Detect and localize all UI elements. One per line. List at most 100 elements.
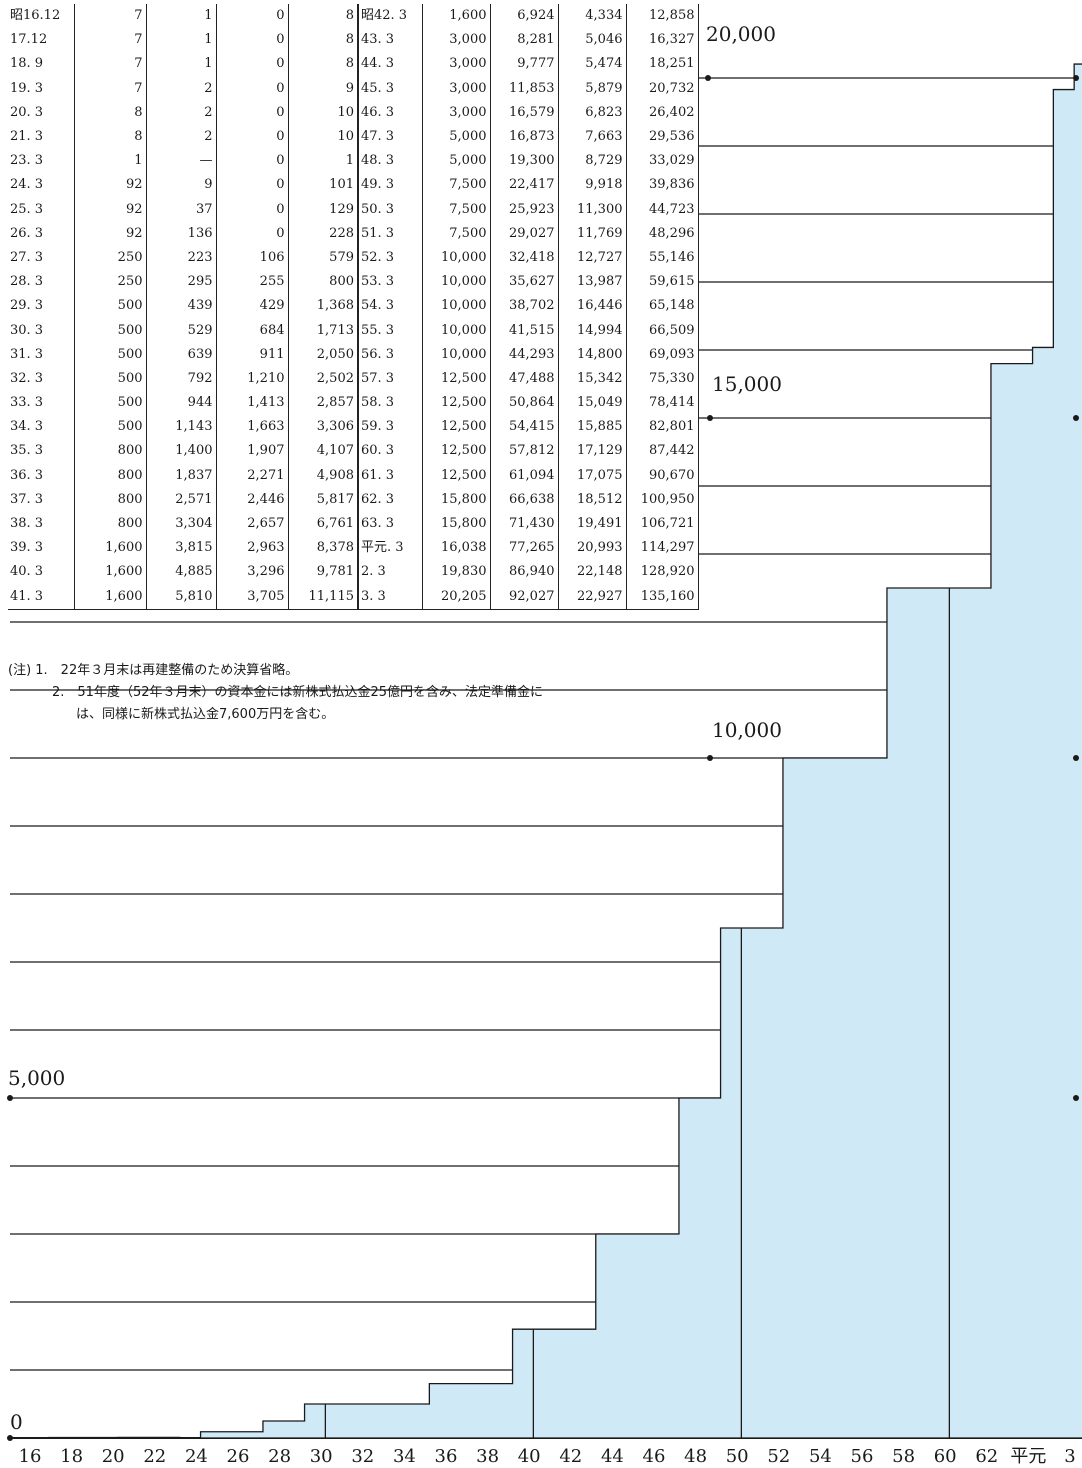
left-cell-b: 3,304 <box>146 511 217 537</box>
left-cell-a: 7 <box>74 52 147 77</box>
left-cell-d: 4,908 <box>288 463 359 488</box>
left-cell-c: 0 <box>216 76 289 101</box>
left-cell-date: 29. 3 <box>8 294 75 319</box>
left-cell-c: 1,907 <box>216 439 289 464</box>
y-tick-label-0: 0 <box>8 1410 25 1434</box>
left-cell-d: 8 <box>288 4 359 29</box>
left-cell-d: 8,378 <box>288 536 359 561</box>
left-cell-c: 1,210 <box>216 366 289 391</box>
right-cell-c: 19,491 <box>558 511 627 537</box>
y-tick-label-15000: 15,000 <box>710 372 784 396</box>
left-cell-d: 2,857 <box>288 391 359 416</box>
x-tick-label: 52 <box>767 1446 790 1467</box>
right-cell-a: 10,000 <box>422 270 491 295</box>
capital-reserves-table: 昭16.12 7 1 0 8 昭42. 3 1,600 6,924 4,334 12,858 17.… <box>8 4 699 610</box>
table-row: 昭16.12 7 1 0 8 昭42. 3 1,600 6,924 4,334 12,858 <box>8 4 699 29</box>
left-cell-date: 17.12 <box>8 28 75 53</box>
right-cell-c: 15,049 <box>558 391 627 416</box>
left-cell-date: 26. 3 <box>8 221 75 246</box>
table-row: 30. 3 500 529 684 1,713 55. 3 10,000 41,515 14,9… <box>8 318 699 343</box>
left-cell-date: 25. 3 <box>8 197 75 222</box>
y-tick-label-5000: 5,000 <box>6 1066 68 1090</box>
left-cell-a: 1,600 <box>74 560 147 585</box>
right-cell-c: 8,729 <box>558 149 627 174</box>
table-body: 昭16.12 7 1 0 8 昭42. 3 1,600 6,924 4,334 12,858 17.… <box>8 4 699 610</box>
right-cell-d: 66,509 <box>626 318 699 343</box>
right-cell-b: 41,515 <box>490 318 559 343</box>
right-cell-d: 106,721 <box>626 511 699 537</box>
y-axis-markers <box>7 75 1079 1441</box>
left-cell-a: 500 <box>74 342 147 367</box>
right-cell-d: 12,858 <box>626 4 699 29</box>
table-row: 39. 3 1,600 3,815 2,963 8,378 平元. 3 16,038 77,2… <box>8 536 699 561</box>
right-cell-d: 65,148 <box>626 294 699 319</box>
right-cell-b: 86,940 <box>490 560 559 585</box>
x-tick-label: 24 <box>185 1446 208 1467</box>
right-cell-d: 20,732 <box>626 76 699 101</box>
x-tick-label: 56 <box>851 1446 874 1467</box>
x-tick-label: 58 <box>892 1446 915 1467</box>
right-cell-date: 54. 3 <box>358 294 423 319</box>
left-cell-date: 32. 3 <box>8 366 75 391</box>
right-cell-c: 12,727 <box>558 245 627 271</box>
right-cell-d: 87,442 <box>626 439 699 464</box>
left-cell-date: 33. 3 <box>8 391 75 416</box>
left-cell-b: — <box>146 149 217 174</box>
right-cell-date: 63. 3 <box>358 511 423 537</box>
table-row: 17.12 7 1 0 8 43. 3 3,000 8,281 5,046 16,327 <box>8 28 699 53</box>
y-axis-marker-dot <box>1073 75 1079 81</box>
x-tick-label: 18 <box>60 1446 83 1467</box>
left-cell-a: 500 <box>74 294 147 319</box>
x-tick-label: 48 <box>684 1446 707 1467</box>
left-cell-c: 0 <box>216 52 289 77</box>
left-cell-b: 1 <box>146 52 217 77</box>
left-cell-a: 500 <box>74 318 147 343</box>
left-cell-a: 92 <box>74 221 147 246</box>
left-cell-a: 1,600 <box>74 584 147 610</box>
table-row: 40. 3 1,600 4,885 3,296 9,781 2. 3 19,830 86,94… <box>8 560 699 585</box>
left-cell-date: 23. 3 <box>8 149 75 174</box>
left-cell-b: 5,810 <box>146 584 217 610</box>
left-cell-date: 31. 3 <box>8 342 75 367</box>
left-cell-d: 8 <box>288 52 359 77</box>
y-axis-marker-dot <box>1073 415 1079 421</box>
right-cell-a: 19,830 <box>422 560 491 585</box>
right-cell-a: 16,038 <box>422 536 491 561</box>
table-row: 37. 3 800 2,571 2,446 5,817 62. 3 15,800 66,638… <box>8 487 699 512</box>
right-cell-a: 3,000 <box>422 100 491 125</box>
left-cell-date: 27. 3 <box>8 245 75 271</box>
left-cell-a: 800 <box>74 487 147 512</box>
left-cell-c: 3,705 <box>216 584 289 610</box>
x-tick-label: 54 <box>809 1446 832 1467</box>
left-cell-c: 684 <box>216 318 289 343</box>
right-cell-b: 11,853 <box>490 76 559 101</box>
right-cell-d: 59,615 <box>626 270 699 295</box>
right-cell-date: 49. 3 <box>358 173 423 198</box>
left-cell-date: 38. 3 <box>8 511 75 537</box>
x-tick-label: 40 <box>518 1446 541 1467</box>
right-cell-date: 52. 3 <box>358 245 423 271</box>
right-cell-a: 12,500 <box>422 366 491 391</box>
left-cell-d: 4,107 <box>288 439 359 464</box>
left-cell-date: 39. 3 <box>8 536 75 561</box>
left-cell-date: 24. 3 <box>8 173 75 198</box>
y-axis-marker-dot <box>1073 1095 1079 1101</box>
right-cell-b: 16,873 <box>490 124 559 150</box>
left-cell-date: 30. 3 <box>8 318 75 343</box>
left-cell-date: 19. 3 <box>8 76 75 101</box>
left-cell-a: 8 <box>74 100 147 125</box>
right-cell-a: 5,000 <box>422 124 491 150</box>
left-cell-c: 3,296 <box>216 560 289 585</box>
left-cell-b: 2 <box>146 76 217 101</box>
right-cell-b: 38,702 <box>490 294 559 319</box>
financial-data-table: 昭16.12 7 1 0 8 昭42. 3 1,600 6,924 4,334 12,858 17.… <box>8 4 699 610</box>
right-cell-date: 3. 3 <box>358 584 423 610</box>
left-cell-b: 639 <box>146 342 217 367</box>
right-cell-c: 6,823 <box>558 100 627 125</box>
left-cell-d: 2,050 <box>288 342 359 367</box>
left-cell-b: 1 <box>146 28 217 53</box>
y-axis-marker-dot <box>7 1435 13 1441</box>
right-cell-c: 5,879 <box>558 76 627 101</box>
y-axis-marker-dot <box>707 415 713 421</box>
left-cell-a: 250 <box>74 245 147 271</box>
